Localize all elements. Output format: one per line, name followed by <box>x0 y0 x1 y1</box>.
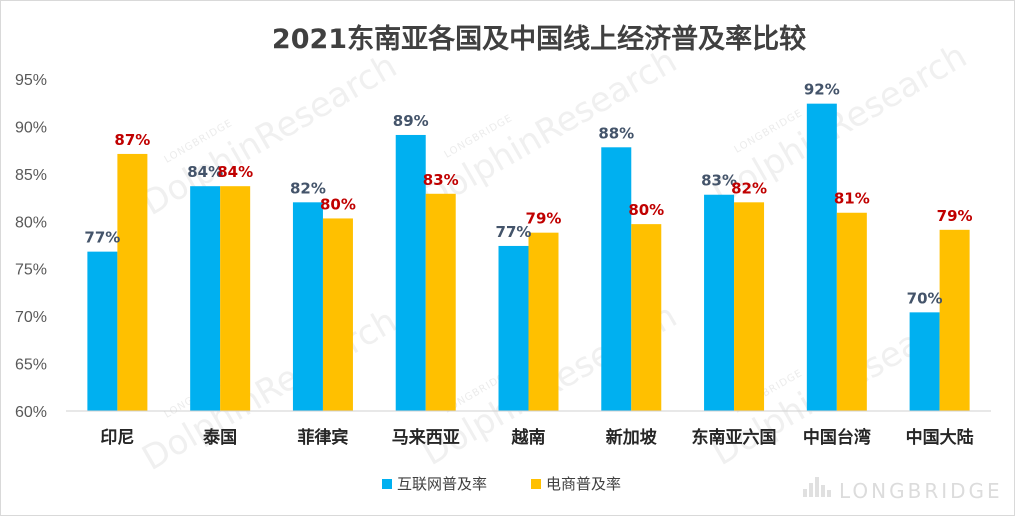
bar-internet <box>704 194 735 411</box>
x-tick-label: 中国大陆 <box>906 427 974 448</box>
bar-ecommerce <box>220 186 251 411</box>
bar-ecommerce <box>836 212 867 411</box>
data-label-internet: 82% <box>290 179 326 197</box>
data-label-internet: 77% <box>496 223 532 241</box>
bar-internet <box>292 202 323 411</box>
x-tick-label: 东南亚六国 <box>692 427 777 448</box>
y-tick-label: 65% <box>15 357 47 374</box>
watermark-text: DolphinResearch <box>136 46 404 224</box>
data-label-internet: 77% <box>84 229 120 247</box>
y-tick-label: 60% <box>15 404 47 421</box>
watermark-text: DolphinResearch <box>416 41 684 219</box>
y-tick-label: 95% <box>15 72 47 89</box>
x-tick-label: 新加坡 <box>606 427 657 448</box>
watermark-text: DolphinResearch <box>136 301 404 479</box>
x-tick-label: 中国台湾 <box>803 427 871 448</box>
bar-ecommerce <box>425 193 456 411</box>
bar-ecommerce <box>939 229 970 411</box>
data-label-ecommerce: 83% <box>423 171 459 189</box>
data-label-ecommerce: 81% <box>834 190 870 208</box>
data-label-internet: 70% <box>907 289 943 307</box>
data-label-internet: 92% <box>804 81 840 99</box>
data-label-internet: 84% <box>187 163 223 181</box>
bar-internet <box>190 186 221 411</box>
data-label-ecommerce: 79% <box>526 210 562 228</box>
chart-title: 2021东南亚各国及中国线上经济普及率比较 <box>272 23 806 55</box>
x-tick-label: 越南 <box>511 427 546 448</box>
y-tick-label: 90% <box>15 119 47 136</box>
legend: 互联网普及率 电商普及率 <box>382 475 621 493</box>
bar-internet <box>87 251 118 411</box>
y-tick-label: 85% <box>15 167 47 184</box>
brand-watermark: LONGBRIDGE <box>803 477 1003 503</box>
bar-internet <box>909 312 940 411</box>
data-label-ecommerce: 82% <box>731 179 767 197</box>
data-label-internet: 89% <box>393 112 429 130</box>
x-tick-label: 印尼 <box>100 428 134 448</box>
data-label-ecommerce: 87% <box>114 131 150 149</box>
data-label-ecommerce: 79% <box>937 207 973 225</box>
y-tick-label: 80% <box>15 214 47 231</box>
legend-label-internet: 互联网普及率 <box>397 475 487 493</box>
y-axis: 60% 65% 70% 75% 80% 85% 90% 95% <box>15 72 47 421</box>
legend-swatch-ecommerce <box>531 479 541 489</box>
x-tick-label: 马来西亚 <box>392 427 460 448</box>
bar-internet <box>601 147 632 411</box>
data-label-ecommerce: 80% <box>320 195 356 213</box>
bar-ecommerce <box>117 153 148 412</box>
data-labels-group: 77%87%84%84%82%80%89%83%77%79%88%80%83%8… <box>84 81 972 308</box>
legend-label-ecommerce: 电商普及率 <box>546 475 621 493</box>
bar-internet <box>498 245 529 411</box>
watermark-layer: DolphinResearch LONGBRIDGE DolphinResear… <box>136 36 1003 503</box>
x-tick-label: 菲律宾 <box>297 427 348 448</box>
brand-watermark-text: LONGBRIDGE <box>839 479 1003 503</box>
x-axis: 印尼 泰国 菲律宾 马来西亚 越南 新加坡 东南亚六国 中国台湾 中国大陆 <box>100 427 973 448</box>
bar-ecommerce <box>528 232 559 411</box>
legend-swatch-internet <box>382 479 392 489</box>
y-tick-label: 75% <box>15 262 47 279</box>
data-label-ecommerce: 80% <box>628 201 664 219</box>
bar-ecommerce <box>631 224 662 411</box>
bars-group <box>87 103 970 412</box>
bar-internet <box>806 103 837 412</box>
bar-ecommerce <box>734 202 765 411</box>
data-label-internet: 88% <box>598 124 634 142</box>
y-tick-label: 70% <box>15 309 47 326</box>
bar-ecommerce <box>322 218 353 411</box>
data-label-internet: 83% <box>701 172 737 190</box>
bar-internet <box>395 134 426 412</box>
data-label-ecommerce: 84% <box>217 163 253 181</box>
x-tick-label: 泰国 <box>203 427 237 448</box>
